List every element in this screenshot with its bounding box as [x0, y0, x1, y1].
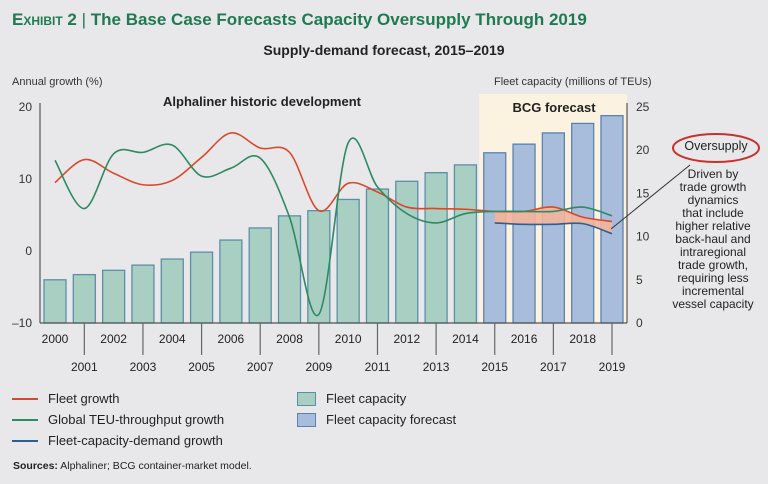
- legend-bars: Fleet capacity Fleet capacity forecast: [297, 388, 456, 430]
- annotation-line: intraregional: [679, 245, 747, 259]
- legend-label: Fleet growth: [48, 391, 120, 406]
- annotation-line: dynamics: [687, 193, 739, 207]
- annotation-line: requiring less: [677, 271, 749, 285]
- annotation-leader-line: [610, 164, 691, 230]
- left-tick-label: 0: [25, 244, 32, 258]
- legend-swatch: [12, 439, 38, 442]
- legend-item-demand-growth: Fleet-capacity-demand growth: [12, 430, 224, 451]
- legend-label: Fleet capacity forecast: [326, 412, 457, 427]
- annotation-line: trade growth,: [677, 258, 749, 272]
- x-tick-label-2011: 2011: [365, 360, 391, 374]
- capacity-bar-2000: [43, 279, 67, 324]
- x-tick-label-2002: 2002: [100, 332, 127, 346]
- x-tick-label-2003: 2003: [130, 360, 157, 374]
- x-tick-label-2004: 2004: [159, 332, 186, 346]
- exhibit-title: Exhibit 2 | The Base Case Forecasts Capa…: [12, 10, 587, 29]
- x-tick-label-2006: 2006: [218, 332, 245, 346]
- capacity-bar-2011: [365, 188, 390, 324]
- chart-subtitle: Supply-demand forecast, 2015–2019: [263, 42, 505, 58]
- legend-swatch: [12, 397, 38, 400]
- annotation-line: incremental: [681, 284, 745, 298]
- x-tick-label-2001: 2001: [71, 360, 98, 374]
- legend-lines: Fleet growth Global TEU-throughput growt…: [12, 388, 224, 451]
- legend-item-teu-growth: Global TEU-throughput growth: [12, 409, 224, 430]
- capacity-bar-2012: [395, 180, 419, 324]
- x-tick-label-2019: 2019: [599, 360, 626, 374]
- annotation-line: back-haul and: [675, 232, 751, 246]
- legend-label: Fleet-capacity-demand growth: [48, 433, 223, 448]
- forecast-bar-2017: [541, 132, 566, 324]
- right-tick-label: 20: [636, 143, 650, 157]
- annotation-line: trade growth: [679, 180, 747, 194]
- sources-text: Alphaliner; BCG container-market model.: [60, 460, 252, 472]
- annotation-line: vessel capacity: [672, 297, 754, 311]
- x-tick-label-2005: 2005: [188, 360, 215, 374]
- forecast-region-label: BCG forecast: [512, 100, 596, 115]
- capacity-bar-2008: [277, 215, 302, 324]
- x-tick-label-2014: 2014: [452, 332, 479, 346]
- right-axis-label: Fleet capacity (millions of TEUs): [494, 76, 652, 88]
- x-tick-label-2007: 2007: [247, 360, 274, 374]
- capacity-bar-2007: [248, 227, 272, 324]
- exhibit-title-text: The Base Case Forecasts Capacity Oversup…: [90, 10, 587, 29]
- legend-swatch: [12, 418, 38, 421]
- x-tick-label-2017: 2017: [540, 360, 567, 374]
- x-tick-label-2016: 2016: [511, 332, 538, 346]
- exhibit-number: Exhibit 2: [12, 10, 77, 29]
- x-tick-label-2008: 2008: [276, 332, 303, 346]
- forecast-bar-2015: [483, 152, 507, 324]
- historic-region-label: Alphaliner historic development: [163, 94, 362, 109]
- left-tick-label: –10: [12, 316, 32, 330]
- x-tick-label-2010: 2010: [335, 332, 362, 346]
- annotation-line: that include: [682, 206, 744, 220]
- x-tick-label-2012: 2012: [393, 332, 420, 346]
- capacity-bar-2014: [453, 164, 478, 324]
- capacity-demand-growth-line: [494, 222, 613, 235]
- x-tick-label-2000: 2000: [42, 332, 69, 346]
- forecast-bar-2016: [512, 143, 536, 324]
- x-tick-label-2013: 2013: [423, 360, 450, 374]
- forecast-bar-2019: [600, 114, 624, 324]
- legend-item-fleet-growth: Fleet growth: [12, 388, 224, 409]
- capacity-bar-2002: [101, 269, 126, 324]
- left-tick-label: 10: [19, 172, 33, 186]
- legend-label: Global TEU-throughput growth: [48, 412, 225, 427]
- annotation-text: Driven by trade growth dynamics that includ…: [660, 168, 766, 311]
- legend-swatch: [297, 412, 316, 427]
- legend-label: Fleet capacity: [326, 391, 407, 406]
- sources-label: Sources:: [13, 460, 58, 472]
- right-tick-label: 10: [636, 230, 650, 244]
- oversupply-label: Oversupply: [684, 139, 748, 153]
- x-tick-label-2009: 2009: [305, 360, 332, 374]
- capacity-bar-2001: [72, 273, 96, 324]
- right-tick-label: 15: [636, 186, 650, 200]
- capacity-bar-2004: [160, 258, 184, 324]
- right-tick-label: 25: [636, 100, 650, 114]
- legend-item-fleet-capacity: Fleet capacity: [297, 388, 456, 409]
- capacity-bar-2013: [424, 172, 448, 324]
- oversupply-ring: [672, 133, 760, 163]
- capacity-bar-2006: [219, 239, 243, 324]
- left-axis-label: Annual growth (%): [12, 76, 103, 88]
- capacity-bar-2005: [189, 251, 214, 324]
- x-tick-label-2015: 2015: [481, 360, 508, 374]
- right-tick-label: 0: [636, 316, 643, 330]
- capacity-bar-2003: [131, 264, 155, 324]
- sources-note: Sources: Alphaliner; BCG container-marke…: [13, 460, 252, 472]
- annotation-line: higher relative: [675, 219, 751, 233]
- right-tick-label: 5: [636, 273, 643, 287]
- annotation-line: Driven by: [687, 167, 739, 181]
- oversupply-area: [494, 206, 612, 234]
- teu-throughput-growth-line: [54, 137, 613, 317]
- left-tick-label: 20: [19, 100, 33, 114]
- legend-item-fleet-capacity-forecast: Fleet capacity forecast: [297, 409, 456, 430]
- x-tick-label-2018: 2018: [569, 332, 596, 346]
- capacity-bar-2010: [336, 198, 360, 324]
- legend-swatch: [297, 391, 316, 406]
